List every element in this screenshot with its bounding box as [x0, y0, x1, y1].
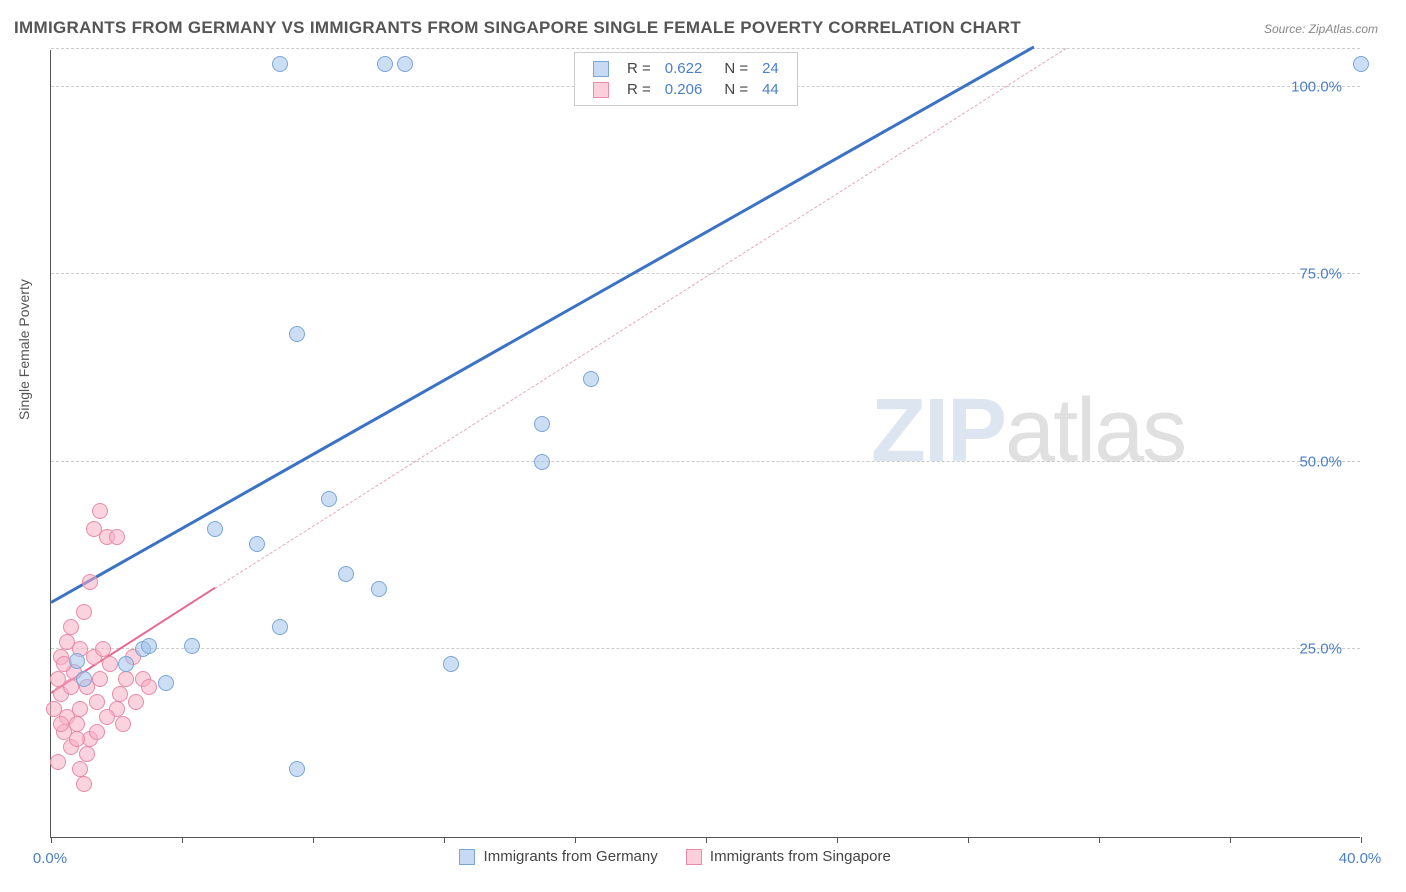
point-germany: [1353, 56, 1369, 72]
point-singapore: [53, 716, 69, 732]
n-label: N =: [710, 59, 754, 78]
point-singapore: [76, 604, 92, 620]
n-value: 24: [756, 59, 785, 78]
x-tick: [182, 837, 183, 843]
point-germany: [397, 56, 413, 72]
point-singapore: [89, 724, 105, 740]
point-singapore: [89, 694, 105, 710]
point-singapore: [92, 503, 108, 519]
x-tick: [1230, 837, 1231, 843]
x-tick-label: 0.0%: [33, 850, 67, 867]
x-tick-label: 40.0%: [1339, 850, 1382, 867]
x-tick: [313, 837, 314, 843]
point-germany: [249, 536, 265, 552]
point-singapore: [102, 656, 118, 672]
point-germany: [321, 491, 337, 507]
point-singapore: [109, 529, 125, 545]
point-singapore: [95, 641, 111, 657]
watermark: ZIPatlas: [871, 380, 1185, 483]
point-germany: [289, 761, 305, 777]
legend-item: Immigrants from Singapore: [686, 848, 891, 865]
point-singapore: [72, 701, 88, 717]
point-singapore: [69, 731, 85, 747]
point-germany: [443, 656, 459, 672]
point-germany: [338, 566, 354, 582]
legend-swatch: [593, 82, 609, 98]
source-credit: Source: ZipAtlas.com: [1264, 22, 1378, 36]
point-germany: [118, 656, 134, 672]
point-germany: [583, 371, 599, 387]
y-tick-label: 25.0%: [1299, 641, 1342, 658]
legend-swatch: [686, 849, 702, 865]
r-value: 0.206: [659, 80, 709, 99]
x-tick: [51, 837, 52, 843]
chart-title: IMMIGRANTS FROM GERMANY VS IMMIGRANTS FR…: [14, 18, 1021, 38]
legend-label: Immigrants from Singapore: [710, 848, 891, 865]
point-singapore: [79, 746, 95, 762]
x-tick: [837, 837, 838, 843]
point-singapore: [63, 619, 79, 635]
point-singapore: [69, 716, 85, 732]
point-singapore: [115, 716, 131, 732]
y-tick-label: 50.0%: [1299, 453, 1342, 470]
y-tick-label: 75.0%: [1299, 266, 1342, 283]
n-label: N =: [710, 80, 754, 99]
point-germany: [76, 671, 92, 687]
trend-line: [50, 46, 1034, 604]
point-germany: [69, 653, 85, 669]
legend-label: Immigrants from Germany: [484, 848, 658, 865]
point-singapore: [46, 701, 62, 717]
gridline: [51, 273, 1360, 274]
watermark-zip: ZIP: [871, 381, 1005, 481]
legend-swatch: [593, 61, 609, 77]
gridline: [51, 461, 1360, 462]
point-singapore: [92, 671, 108, 687]
point-germany: [272, 619, 288, 635]
x-tick: [706, 837, 707, 843]
x-tick: [968, 837, 969, 843]
point-germany: [534, 416, 550, 432]
x-tick: [1099, 837, 1100, 843]
r-label: R =: [621, 59, 657, 78]
legend-row: R =0.622N =24: [587, 59, 785, 78]
legend-item: Immigrants from Germany: [459, 848, 657, 865]
legend-table: R =0.622N =24R =0.206N =44: [585, 57, 787, 101]
point-germany: [184, 638, 200, 654]
point-germany: [371, 581, 387, 597]
point-germany: [207, 521, 223, 537]
correlation-legend: R =0.622N =24R =0.206N =44: [574, 52, 798, 106]
x-tick: [575, 837, 576, 843]
y-tick-label: 100.0%: [1291, 78, 1342, 95]
watermark-atlas: atlas: [1005, 381, 1185, 481]
x-tick: [1361, 837, 1362, 843]
gridline: [51, 48, 1360, 49]
n-value: 44: [756, 80, 785, 99]
point-singapore: [118, 671, 134, 687]
gridline: [51, 648, 1360, 649]
r-label: R =: [621, 80, 657, 99]
point-singapore: [128, 694, 144, 710]
x-tick: [444, 837, 445, 843]
point-germany: [158, 675, 174, 691]
point-germany: [289, 326, 305, 342]
point-germany: [377, 56, 393, 72]
point-germany: [272, 56, 288, 72]
y-axis-label: Single Female Poverty: [16, 279, 32, 420]
point-singapore: [99, 709, 115, 725]
point-singapore: [141, 679, 157, 695]
r-value: 0.622: [659, 59, 709, 78]
point-singapore: [76, 776, 92, 792]
point-germany: [141, 638, 157, 654]
point-germany: [534, 454, 550, 470]
plot-area: ZIPatlas 25.0% 50.0% 75.0% 100.0%: [50, 50, 1360, 838]
series-legend: Immigrants from Germany Immigrants from …: [459, 848, 890, 865]
point-singapore: [50, 754, 66, 770]
point-singapore: [82, 574, 98, 590]
legend-swatch: [459, 849, 475, 865]
legend-row: R =0.206N =44: [587, 80, 785, 99]
point-singapore: [112, 686, 128, 702]
point-singapore: [86, 521, 102, 537]
point-singapore: [72, 761, 88, 777]
trend-line: [214, 48, 1066, 589]
